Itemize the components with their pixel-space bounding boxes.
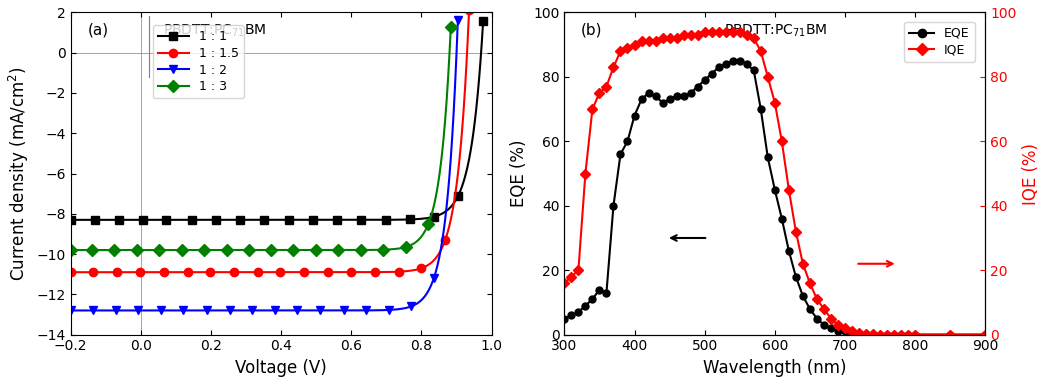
Text: PBDTT:PC$_{71}$BM: PBDTT:PC$_{71}$BM [725, 22, 827, 38]
Y-axis label: EQE (%): EQE (%) [510, 140, 528, 207]
Y-axis label: IQE (%): IQE (%) [1022, 142, 1040, 205]
Text: PBDTT:PC$_{71}$BM: PBDTT:PC$_{71}$BM [163, 22, 267, 38]
Legend: 1 : 1, 1 : 1.5, 1 : 2, 1 : 3: 1 : 1, 1 : 1.5, 1 : 2, 1 : 3 [153, 25, 244, 98]
X-axis label: Voltage (V): Voltage (V) [236, 359, 327, 377]
Text: (b): (b) [581, 22, 603, 37]
Text: (a): (a) [88, 22, 109, 37]
X-axis label: Wavelength (nm): Wavelength (nm) [703, 359, 847, 377]
Legend: EQE, IQE: EQE, IQE [905, 22, 975, 62]
Y-axis label: Current density (mA/cm$^2$): Current density (mA/cm$^2$) [7, 66, 31, 281]
